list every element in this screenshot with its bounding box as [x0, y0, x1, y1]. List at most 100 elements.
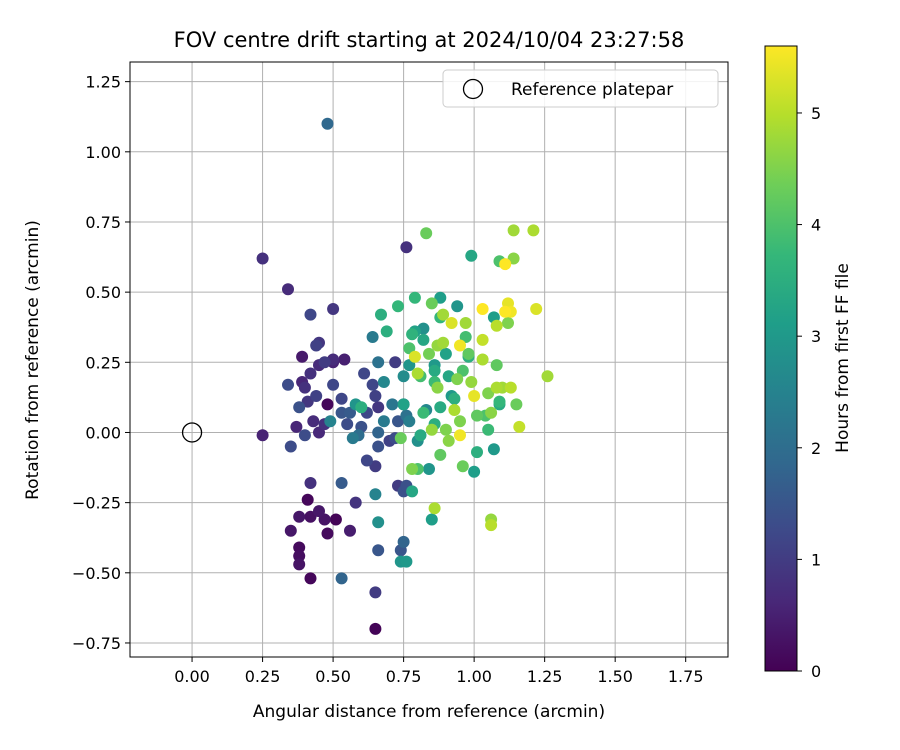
data-point — [462, 347, 475, 360]
data-point — [284, 440, 297, 453]
data-point — [344, 524, 356, 537]
colorbar: 0 1 2 3 4 5 — [764, 45, 821, 681]
legend-reference-marker — [462, 78, 484, 100]
y-tick-label: 0.50 — [85, 283, 121, 302]
data-points — [256, 117, 554, 635]
data-point — [400, 555, 413, 568]
data-point — [406, 328, 419, 341]
data-point — [321, 398, 334, 411]
y-tick-label: 1.25 — [85, 73, 121, 92]
data-point — [397, 398, 410, 411]
data-point — [507, 224, 520, 237]
data-point — [527, 224, 540, 237]
y-tick-label: 0.25 — [85, 353, 121, 372]
data-point — [304, 308, 317, 321]
data-point — [476, 333, 489, 346]
data-point — [504, 381, 517, 394]
data-point — [439, 423, 452, 436]
legend-box — [442, 69, 719, 108]
colorbar-gradient — [764, 45, 798, 672]
data-point — [372, 356, 385, 369]
colorbar-tick-label: 0 — [811, 662, 821, 681]
data-point — [301, 493, 314, 506]
data-point — [437, 308, 450, 321]
data-point — [445, 317, 458, 329]
x-tick-label: 0.00 — [174, 667, 210, 686]
data-point — [397, 535, 410, 548]
data-point — [468, 390, 481, 402]
data-point — [310, 339, 323, 352]
colorbar-tick-label: 1 — [811, 550, 821, 569]
colorbar-tick-label: 5 — [811, 104, 821, 123]
data-point — [372, 516, 385, 529]
data-point — [465, 376, 478, 388]
data-point — [471, 409, 483, 422]
data-point — [425, 297, 438, 310]
data-point — [282, 283, 294, 296]
data-point — [487, 443, 500, 456]
data-point — [256, 429, 269, 442]
data-point — [425, 513, 438, 526]
data-point — [349, 496, 362, 509]
data-point — [454, 339, 466, 352]
y-tick-label: −0.50 — [72, 564, 121, 583]
data-point — [451, 300, 464, 313]
data-point — [502, 317, 514, 329]
data-point — [485, 406, 498, 419]
data-point — [434, 401, 447, 414]
data-point — [304, 572, 317, 585]
data-point — [454, 415, 466, 428]
data-point — [380, 325, 393, 338]
y-axis-label: Rotation from reference (arcmin) — [23, 220, 43, 500]
data-point — [408, 350, 421, 363]
data-point — [420, 227, 433, 240]
plot-frame — [129, 61, 729, 658]
data-point — [423, 463, 435, 475]
data-point — [428, 502, 441, 515]
data-point — [392, 300, 404, 313]
data-point — [313, 505, 325, 518]
data-point — [493, 395, 506, 408]
data-point — [417, 333, 430, 346]
data-point — [423, 347, 435, 360]
data-point — [372, 426, 385, 439]
data-point — [400, 241, 413, 254]
data-point — [510, 398, 523, 411]
data-point — [369, 390, 382, 402]
colorbar-tick-label: 2 — [811, 439, 821, 458]
data-point — [425, 423, 438, 436]
x-axis-ticks: 0.00 0.25 0.50 0.75 1.00 1.25 1.50 1.75 — [174, 657, 704, 686]
data-point — [375, 308, 387, 321]
y-axis-ticks: −0.75 −0.50 −0.25 0.00 0.25 0.50 0.75 1.00 1.25 — [72, 73, 130, 653]
y-tick-label: 0.00 — [85, 423, 121, 442]
chart-title: FOV centre drift starting at 2024/10/04 … — [174, 28, 685, 52]
data-point — [372, 401, 385, 414]
data-point — [468, 465, 481, 478]
data-point — [369, 622, 382, 635]
data-point — [386, 398, 399, 411]
data-point — [304, 510, 317, 523]
data-point — [329, 513, 342, 526]
data-point — [499, 258, 512, 271]
data-point — [490, 359, 503, 372]
data-point — [369, 488, 382, 501]
x-tick-label: 1.75 — [668, 667, 704, 686]
data-point — [454, 429, 466, 442]
data-point — [411, 367, 424, 380]
data-point — [459, 317, 472, 329]
data-point — [301, 395, 314, 408]
y-tick-label: −0.25 — [72, 494, 121, 513]
data-point — [513, 420, 526, 433]
data-point — [490, 381, 503, 394]
x-tick-label: 1.50 — [597, 667, 633, 686]
data-point — [476, 303, 489, 315]
data-point — [282, 378, 294, 391]
data-point — [451, 373, 464, 386]
grid-lines — [130, 62, 728, 657]
data-point — [490, 319, 503, 332]
data-point — [284, 524, 297, 537]
data-point — [290, 420, 303, 433]
data-point — [485, 519, 498, 532]
data-point — [293, 510, 306, 523]
data-point — [403, 415, 416, 428]
